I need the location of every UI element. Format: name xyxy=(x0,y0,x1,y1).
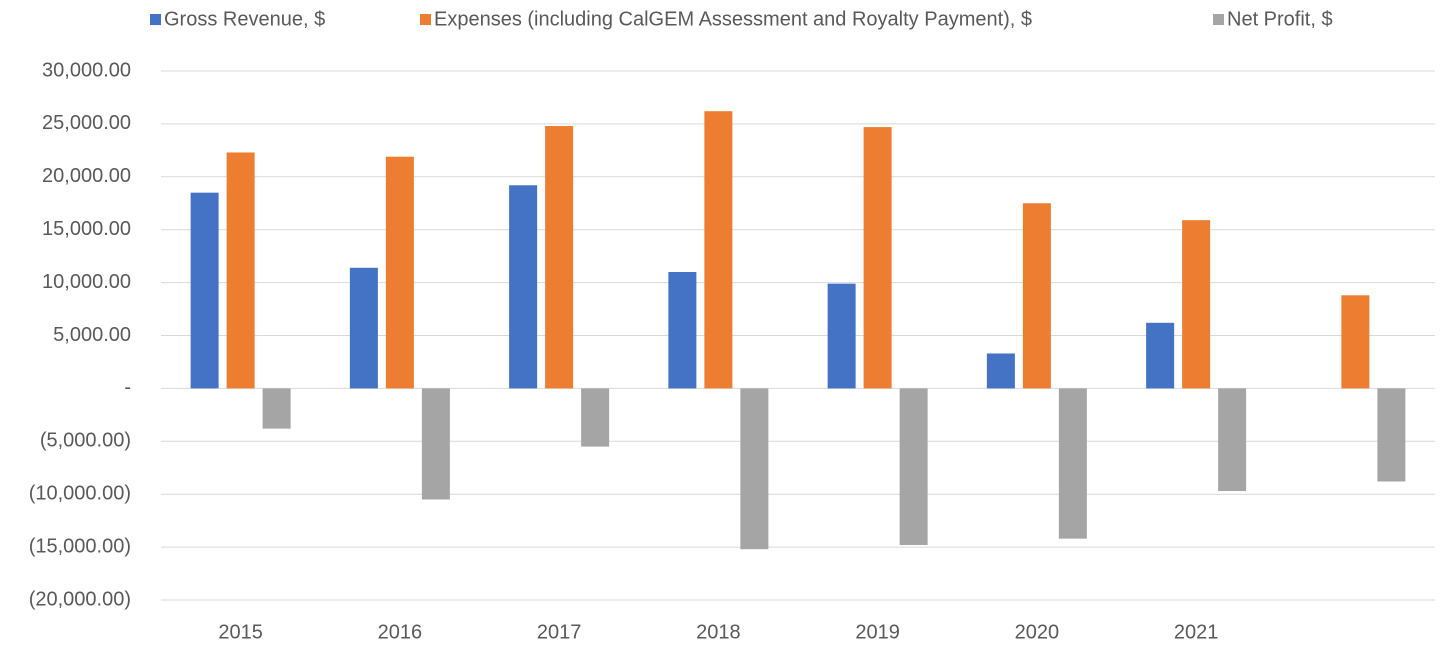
y-tick-label: 5,000.00 xyxy=(53,324,131,346)
y-tick-label: (10,000.00) xyxy=(29,482,131,504)
bar xyxy=(1146,322,1175,389)
legend-swatch xyxy=(150,14,161,25)
bar xyxy=(1058,388,1087,539)
bar xyxy=(827,283,856,389)
bar xyxy=(581,388,610,447)
bar xyxy=(863,127,892,389)
bar xyxy=(668,272,697,389)
x-tick-label: 2018 xyxy=(696,621,741,643)
x-tick-label: 2016 xyxy=(378,621,423,643)
y-tick-label: 30,000.00 xyxy=(42,59,131,81)
bar xyxy=(421,388,450,500)
bar xyxy=(262,388,291,429)
x-tick-label: 2020 xyxy=(1015,621,1060,643)
y-tick-label: (5,000.00) xyxy=(40,430,131,452)
bar xyxy=(740,388,769,550)
bar xyxy=(986,353,1015,389)
bar xyxy=(190,192,219,389)
bar xyxy=(899,388,928,545)
bar xyxy=(704,111,733,389)
bar xyxy=(509,185,538,389)
y-tick-label: 20,000.00 xyxy=(42,165,131,187)
y-tick-label: 25,000.00 xyxy=(42,112,131,134)
y-tick-label: - xyxy=(124,377,131,399)
x-tick-label: 2015 xyxy=(218,621,263,643)
legend-swatch xyxy=(420,14,431,25)
y-tick-label: (20,000.00) xyxy=(29,588,131,610)
bar xyxy=(226,152,255,389)
y-tick-label: 10,000.00 xyxy=(42,271,131,293)
bar xyxy=(1377,388,1406,482)
y-tick-label: (15,000.00) xyxy=(29,535,131,557)
bar xyxy=(349,267,378,389)
legend-swatch xyxy=(1213,14,1224,25)
bar xyxy=(545,126,574,389)
legend-label: Net Profit, $ xyxy=(1227,8,1333,30)
x-tick-label: 2019 xyxy=(855,621,900,643)
bar xyxy=(385,156,414,389)
legend-label: Expenses (including CalGEM Assessment an… xyxy=(434,8,1032,30)
bar xyxy=(1022,203,1051,389)
x-tick-label: 2021 xyxy=(1174,621,1219,643)
x-tick-label: 2017 xyxy=(537,621,582,643)
legend-label: Gross Revenue, $ xyxy=(164,8,325,30)
y-tick-label: 15,000.00 xyxy=(42,218,131,240)
bar xyxy=(1182,220,1211,389)
bar xyxy=(1218,388,1247,492)
bar xyxy=(1341,295,1370,389)
